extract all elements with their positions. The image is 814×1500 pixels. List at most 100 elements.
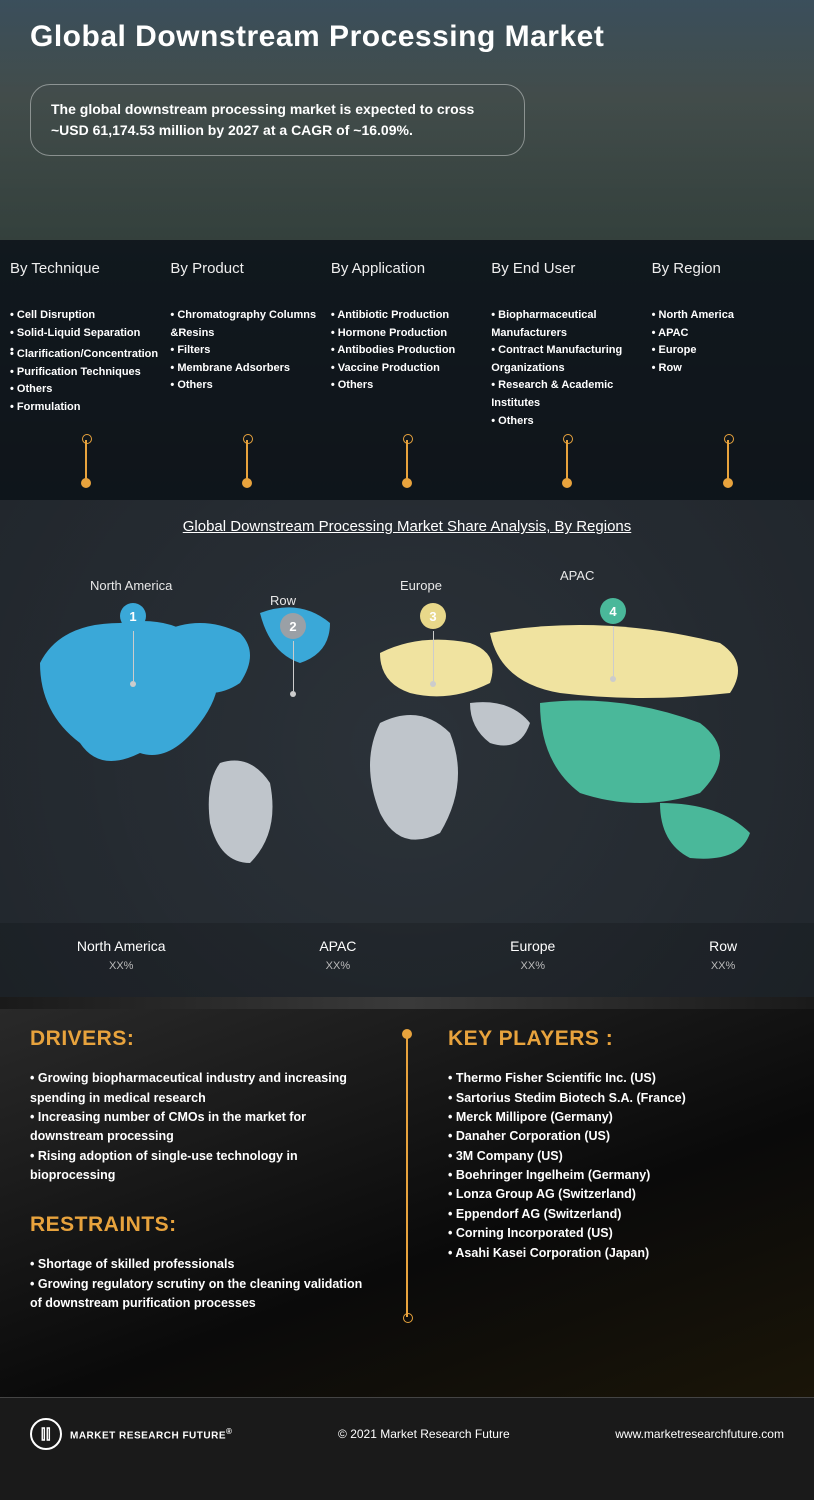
rank-badge: 4 xyxy=(600,598,626,624)
list-item: Merck Millipore (Germany) xyxy=(448,1108,784,1127)
segment-pin xyxy=(85,440,87,480)
segment-item: Others xyxy=(10,381,162,399)
pin-stem xyxy=(433,631,434,681)
restraints-list: Shortage of skilled professionalsGrowing… xyxy=(30,1255,366,1313)
share-pct: XX% xyxy=(510,960,555,972)
list-item: 3M Company (US) xyxy=(448,1147,784,1166)
segment-title: By Technique xyxy=(10,260,162,277)
segment-title: By Region xyxy=(652,260,804,277)
drivers-heading: DRIVERS: xyxy=(30,1027,366,1051)
map-apac xyxy=(540,701,750,859)
segments-row: By Technique Cell DisruptionSolid-Liquid … xyxy=(0,240,814,500)
segment-item: Hormone Production xyxy=(331,325,483,343)
rank-badge: 2 xyxy=(280,613,306,639)
footer-logo: ⫿⫿ MARKET RESEARCH FUTURE® xyxy=(30,1418,232,1450)
share-pct: XX% xyxy=(709,960,737,972)
pin-stem xyxy=(613,626,614,676)
share-pct: XX% xyxy=(319,960,356,972)
list-item: Rising adoption of single-use technology… xyxy=(30,1147,366,1186)
segment-list: Chromatography Columns &ResinsFiltersMem… xyxy=(170,307,322,395)
region-label: APAC xyxy=(560,568,594,583)
share-item: Europe XX% xyxy=(510,938,555,972)
summary-box: The global downstream processing market … xyxy=(30,84,525,156)
page-title: Global Downstream Processing Market xyxy=(30,20,784,54)
segment-item: Antibiotic Production xyxy=(331,307,483,325)
segment-item: Contract Manufacturing Organizations xyxy=(491,342,643,377)
map-sa xyxy=(209,761,273,864)
segment-column: By Technique Cell DisruptionSolid-Liquid … xyxy=(10,260,162,430)
segment-item: Others xyxy=(331,377,483,395)
segment-pin xyxy=(406,440,408,480)
list-item: Shortage of skilled professionals xyxy=(30,1255,366,1274)
segment-pin xyxy=(246,440,248,480)
map-pin: 4 xyxy=(600,598,626,682)
segment-column: By End User Biopharmaceutical Manufacture… xyxy=(491,260,643,430)
segment-item: Solid-Liquid Separation xyxy=(10,325,162,343)
drivers-list: Growing biopharmaceutical industry and i… xyxy=(30,1069,366,1185)
segment-item: Antibodies Production xyxy=(331,342,483,360)
list-item: Growing biopharmaceutical industry and i… xyxy=(30,1069,366,1108)
share-name: APAC xyxy=(319,938,356,954)
map-me xyxy=(470,702,530,745)
segment-item: Purification Techniques xyxy=(10,364,162,382)
segment-item: Biopharmaceutical Manufacturers xyxy=(491,307,643,342)
region-label: Europe xyxy=(400,578,442,593)
segment-item: Others xyxy=(491,413,643,431)
segment-item: Others xyxy=(170,377,322,395)
segment-item: APAC xyxy=(652,325,804,343)
segment-list: North AmericaAPACEuropeRow xyxy=(652,307,804,377)
share-item: Row XX% xyxy=(709,938,737,972)
segment-list: Biopharmaceutical ManufacturersContract … xyxy=(491,307,643,430)
footer: ⫿⫿ MARKET RESEARCH FUTURE® © 2021 Market… xyxy=(0,1397,814,1470)
share-name: Row xyxy=(709,938,737,954)
segment-pin xyxy=(566,440,568,480)
rank-badge: 1 xyxy=(120,603,146,629)
divider-pin xyxy=(406,1037,408,1317)
list-item: Increasing number of CMOs in the market … xyxy=(30,1108,366,1147)
segment-item: Research & Academic Institutes xyxy=(491,377,643,412)
segment-column: By Region North AmericaAPACEuropeRow xyxy=(652,260,804,430)
pin-stem xyxy=(133,631,134,681)
segment-list: Cell DisruptionSolid-Liquid Separation C… xyxy=(10,307,162,417)
list-item: Growing regulatory scrutiny on the clean… xyxy=(30,1275,366,1314)
pin-dot xyxy=(610,676,616,682)
list-item: Boehringer Ingelheim (Germany) xyxy=(448,1166,784,1185)
region-label: Row xyxy=(270,593,296,608)
segment-item: Vaccine Production xyxy=(331,360,483,378)
logo-icon: ⫿⫿ xyxy=(30,1418,62,1450)
segment-column: By ProductChromatography Columns &Resins… xyxy=(170,260,322,430)
segment-item: Cell Disruption xyxy=(10,307,162,325)
keyplayers-list: Thermo Fisher Scientific Inc. (US)Sartor… xyxy=(448,1069,784,1263)
segment-item: Chromatography Columns &Resins xyxy=(170,307,322,342)
keyplayers-heading: KEY PLAYERS : xyxy=(448,1027,784,1051)
share-name: Europe xyxy=(510,938,555,954)
segment-item: Formulation xyxy=(10,399,162,417)
segment-pin xyxy=(727,440,729,480)
pin-dot xyxy=(130,681,136,687)
map-pin: 2 xyxy=(280,613,306,697)
share-pct: XX% xyxy=(77,960,166,972)
list-item: Danaher Corporation (US) xyxy=(448,1127,784,1146)
map-wrap: North America 1 Row 2 Europe 3 APAC 4 xyxy=(0,543,814,923)
copyright: © 2021 Market Research Future xyxy=(338,1427,510,1441)
segment-title: By End User xyxy=(491,260,643,277)
map-section: Global Downstream Processing Market Shar… xyxy=(0,500,814,997)
segment-list: Antibiotic ProductionHormone ProductionA… xyxy=(331,307,483,395)
hero-section: Global Downstream Processing Market The … xyxy=(0,0,814,240)
list-item: Sartorius Stedim Biotech S.A. (France) xyxy=(448,1089,784,1108)
rank-badge: 3 xyxy=(420,603,446,629)
region-label: North America xyxy=(90,578,172,593)
share-row: North America XX%APAC XX%Europe XX%Row X… xyxy=(0,923,814,997)
bottom-section: DRIVERS: Growing biopharmaceutical indus… xyxy=(0,997,814,1397)
segment-item: Europe xyxy=(652,342,804,360)
share-name: North America xyxy=(77,938,166,954)
segment-item: Filters xyxy=(170,342,322,360)
footer-url: www.marketresearchfuture.com xyxy=(615,1427,784,1441)
share-item: North America XX% xyxy=(77,938,166,972)
pin-stem xyxy=(293,641,294,691)
segment-title: By Application xyxy=(331,260,483,277)
map-pin: 1 xyxy=(120,603,146,687)
share-item: APAC XX% xyxy=(319,938,356,972)
map-africa xyxy=(370,715,458,840)
pin-dot xyxy=(290,691,296,697)
